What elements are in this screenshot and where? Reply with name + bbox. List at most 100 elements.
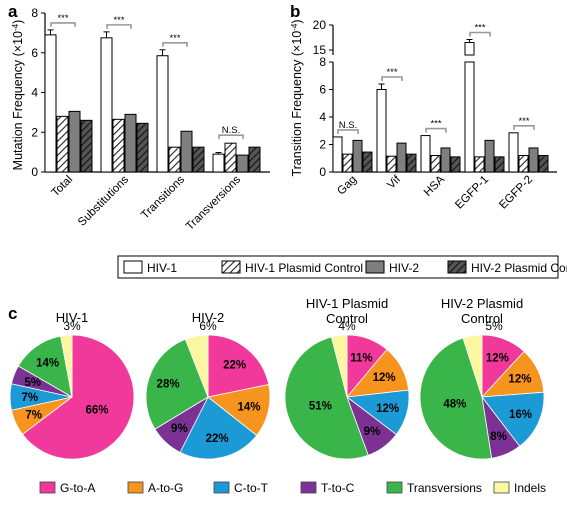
bar-Gag-HIV-1 Plasmid Control: [342, 153, 353, 173]
significance-bracket-Total: [50, 22, 76, 27]
significance-label-Substitutions: ***: [113, 15, 124, 26]
pie-title-HIV-1 Plasmid Control: HIV-1 Plasmid Control: [306, 296, 388, 326]
bar-Vif-HIV-2: [396, 142, 407, 173]
bar-Gag-HIV-2 Plasmid Control: [362, 151, 373, 173]
bar-Vif-HIV-2 Plasmid Control: [406, 153, 417, 173]
y-axis-label-exponent-a: -4: [11, 23, 20, 31]
bar-Transitions-HIV-2 Plasmid Control: [192, 146, 205, 173]
pie-label-G-to-A: 66%: [85, 404, 108, 416]
pie-label-G-to-A: 11%: [350, 352, 372, 364]
pie-label-G-to-A: 12%: [486, 353, 509, 365]
pie-legend-label-C-to-T: C-to-T: [234, 481, 269, 495]
pie-label-Indels: 3%: [63, 319, 81, 333]
bar-EGFP-1-HIV-1 Plasmid Control: [474, 156, 485, 173]
significance-bracket-EGFP-1: [469, 31, 491, 37]
pie-title-HIV-2 Plasmid Control: HIV-2 Plasmid Control: [441, 296, 523, 326]
bar-EGFP-1-HIV-1-upper: [464, 42, 475, 56]
panel-label-c: c: [8, 304, 17, 323]
bar-Total-HIV-2: [68, 110, 81, 173]
bar-legend-swatch-HIV-1: [123, 260, 143, 274]
pie-HIV-1: HIV-1 66% 7% 7% 5% 14% 3%: [9, 310, 135, 460]
pie-slice-A-to-G: [207, 384, 271, 437]
pie-legend-label-Transversions: Transversions: [407, 481, 482, 495]
bar-Substitutions-HIV-1: [100, 37, 113, 173]
significance-label-HSA: ***: [430, 119, 441, 130]
y-tick-label-a-8: 8: [31, 6, 38, 20]
y-axis-label-close-a: ): [11, 20, 25, 24]
panel-label-b: b: [290, 2, 300, 21]
x-tick-label-Total: Total: [49, 174, 75, 200]
bar-EGFP-2-HIV-1: [508, 132, 519, 173]
x-tick-label-EGFP-2: EGFP-2: [497, 174, 535, 212]
pie-slice-C-to-T: [179, 396, 258, 460]
x-tick-label-Transversions: Transversions: [184, 173, 243, 232]
y-axis-label-b: Transition Frequency (×10-4): [290, 19, 305, 176]
pie-label-C-to-T: 22%: [206, 433, 229, 445]
y-tick-label-b-2: 2: [319, 138, 326, 152]
y-tick-label-b-8: 8: [319, 55, 326, 69]
pie-HIV-2: HIV-2 22% 14% 22% 9% 28% 6%: [145, 310, 271, 460]
pie-slice-Transversions: [419, 337, 493, 460]
pie-legend-swatch-T-to-C: [300, 481, 317, 494]
bar-Transitions-HIV-1: [156, 55, 169, 173]
bar-Transversions-HIV-1 Plasmid Control: [224, 142, 237, 173]
significance-bracket-EGFP-2: [513, 125, 535, 130]
bar-HSA-HIV-2 Plasmid Control: [450, 156, 461, 173]
pie-label-C-to-T: 7%: [22, 392, 39, 404]
pie-label-C-to-T: 16%: [509, 409, 532, 421]
x-tick-label-HSA: HSA: [422, 173, 447, 198]
x-tick-label-Substitutions: Substitutions: [76, 173, 131, 228]
y-tick-label-b-0: 0: [319, 165, 326, 179]
bar-Total-HIV-1 Plasmid Control: [56, 115, 69, 173]
panel-c-pie-charts: HIV-1 66% 7% 7% 5% 14% 3% HIV-2 22% 14% 22% 9% 28% 6%…: [9, 296, 545, 460]
significance-label-EGFP-2: ***: [518, 116, 529, 127]
bar-Vif-HIV-1: [376, 89, 387, 173]
pie-slice-Transversions: [284, 336, 369, 460]
pie-label-Transversions: 48%: [443, 398, 466, 410]
x-tick-label-Gag: Gag: [335, 174, 359, 198]
y-tick-label-b-4: 4: [319, 110, 326, 124]
y-axis-label-a: Mutation Frequency (×10-4): [11, 20, 26, 171]
significance-bracket-Vif: [381, 76, 403, 81]
pie-label-T-to-C: 9%: [364, 426, 381, 438]
pie-label-Transversions: 14%: [36, 358, 59, 370]
y-tick-label-a-4: 4: [31, 86, 38, 100]
bar-legend-swatch-HIV-2 Plasmid Control: [447, 260, 467, 274]
x-tick-label-Transitions: Transitions: [139, 173, 187, 221]
pie-slice-G-to-A: [207, 334, 270, 398]
pie-label-Transversions: 28%: [157, 378, 180, 390]
pie-label-C-to-T: 12%: [376, 403, 399, 415]
pie-slice-Indels: [462, 334, 483, 398]
significance-bracket-HSA: [425, 127, 447, 133]
bar-legend-label-HIV-1 Plasmid Control: HIV-1 Plasmid Control: [245, 261, 363, 275]
bar-legend-label-HIV-2: HIV-2: [389, 261, 419, 275]
pie-slice-Indels: [184, 334, 209, 398]
pie-legend-swatch-Indels: [493, 481, 510, 494]
bar-legend-label-HIV-2 Plasmid Control: HIV-2 Plasmid Control: [471, 261, 567, 275]
pie-title-line-1: HIV-2 Plasmid: [441, 296, 523, 311]
bar-EGFP-2-HIV-1 Plasmid Control: [518, 155, 529, 173]
bar-Total-HIV-1: [44, 34, 57, 173]
significance-bracket-Gag: [337, 129, 359, 134]
bar-EGFP-1-HIV-1-lower: [464, 61, 475, 173]
pie-legend-swatch-A-to-G: [127, 481, 144, 494]
pie-slice-Indels: [60, 334, 73, 398]
pie-slice-G-to-A: [21, 334, 135, 460]
pie-label-T-to-C: 8%: [490, 431, 507, 443]
pie-label-Indels: 4%: [338, 319, 356, 333]
pie-slice-Indels: [330, 334, 348, 398]
y-tick-label-b-6: 6: [319, 83, 326, 97]
pie-legend-label-G-to-A: G-to-A: [60, 481, 95, 495]
pie-legend: G-to-A A-to-G C-to-T T-to-C Transversions Ind…: [39, 481, 546, 495]
pie-label-A-to-G: 14%: [238, 402, 261, 414]
y-tick-label-a-6: 6: [31, 46, 38, 60]
pie-title-line-2: Control: [326, 311, 368, 326]
bar-HSA-HIV-1 Plasmid Control: [430, 155, 441, 173]
bar-HSA-HIV-1: [420, 135, 431, 173]
significance-bracket-Transversions: [218, 134, 244, 140]
pie-title-HIV-1: HIV-1: [56, 310, 89, 325]
bar-legend-label-HIV-1: HIV-1: [147, 261, 177, 275]
pie-label-G-to-A: 22%: [223, 359, 246, 371]
bar-legend-swatch-HIV-1 Plasmid Control: [221, 260, 241, 274]
significance-label-Gag: N.S.: [339, 120, 357, 131]
